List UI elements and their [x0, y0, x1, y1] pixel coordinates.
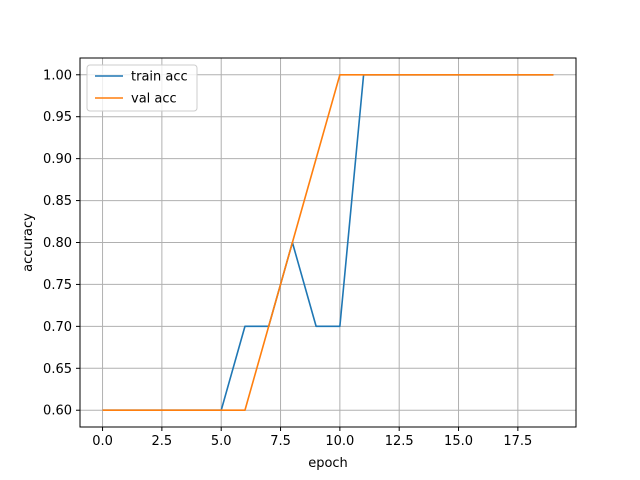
y-tick-label: 0.70 [43, 320, 72, 335]
y-tick-label: 0.80 [43, 236, 72, 251]
x-tick-label: 10.0 [325, 434, 354, 449]
x-tick-label: 2.5 [152, 434, 173, 449]
x-axis-label: epoch [308, 456, 348, 471]
y-tick-label: 0.65 [43, 362, 72, 377]
x-tick-label: 15.0 [444, 434, 473, 449]
x-tick-label: 17.5 [503, 434, 532, 449]
legend-label-train-acc: train acc [131, 70, 188, 85]
series-layer [102, 73, 554, 412]
series-line-val-acc [102, 73, 554, 412]
legend-label-val-acc: val acc [131, 92, 177, 107]
y-tick-label: 0.95 [43, 110, 72, 125]
y-tick-label: 0.75 [43, 278, 72, 293]
y-axis-ticks: 0.60 0.65 0.70 0.75 0.80 0.85 0.90 0.95 1.00 [43, 68, 80, 419]
y-tick-label: 0.85 [43, 194, 72, 209]
x-axis-ticks: 0.0 2.5 5.0 7.5 10.0 12.5 15.0 17.5 [92, 427, 532, 449]
x-tick-label: 5.0 [211, 434, 232, 449]
y-tick-label: 1.00 [43, 68, 72, 83]
y-tick-label: 0.60 [43, 404, 72, 419]
x-tick-label: 7.5 [270, 434, 291, 449]
x-tick-label: 12.5 [385, 434, 414, 449]
legend: train acc val acc [86, 64, 198, 112]
y-axis-label: accuracy [21, 213, 36, 272]
y-tick-label: 0.90 [43, 152, 72, 167]
x-tick-label: 0.0 [92, 434, 113, 449]
